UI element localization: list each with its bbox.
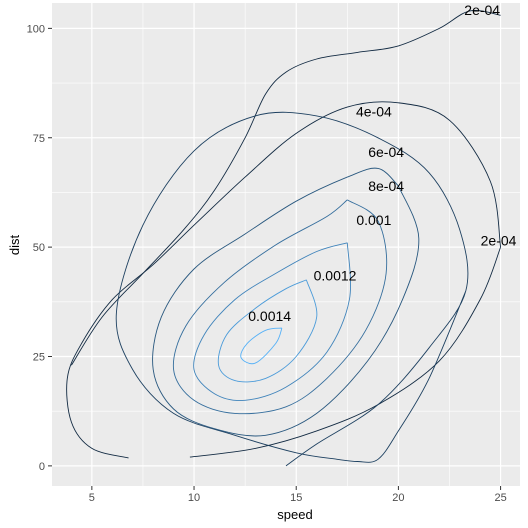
- contour-labels: 2e-04 2e-04 4e-04 6e-04 8e-04 0.001 0.0012 0.00…: [248, 2, 516, 324]
- contour-level-label: 2e-04: [464, 2, 500, 18]
- y-axis-title: dist: [7, 234, 22, 255]
- x-tick-label: 25: [494, 492, 506, 504]
- x-tick-label: 5: [89, 492, 95, 504]
- contour-level-label: 4e-04: [356, 104, 392, 120]
- x-axis-title: speed: [277, 507, 312, 522]
- contour-line: [152, 167, 420, 437]
- contour-level-label: 0.0014: [248, 308, 291, 324]
- contour-level-label: 0.0012: [314, 268, 357, 284]
- contour-line: [193, 242, 352, 401]
- contour-level-label: 2e-04: [481, 233, 517, 249]
- contour-level-label: 8e-04: [368, 178, 404, 194]
- y-tick-label: 100: [27, 23, 45, 35]
- axes: 5 10 15 20 25 0 25 50 75 100: [27, 23, 507, 504]
- x-tick-label: 20: [392, 492, 404, 504]
- contour-line: [71, 9, 501, 366]
- contour-line: [172, 199, 388, 415]
- y-tick-label: 75: [33, 133, 45, 145]
- x-tick-label: 10: [188, 492, 200, 504]
- x-tick-label: 15: [290, 492, 302, 504]
- contour-level-label: 0.001: [356, 212, 391, 228]
- contour-level-label: 6e-04: [368, 144, 404, 160]
- contour-lines: [66, 9, 502, 467]
- plot-panel: [52, 3, 520, 486]
- contour-line: [115, 111, 469, 467]
- contour-line: [240, 327, 283, 365]
- contour-line: [217, 279, 318, 383]
- y-tick-label: 50: [33, 242, 45, 254]
- y-tick-label: 25: [33, 352, 45, 364]
- y-tick-label: 0: [39, 461, 45, 473]
- contour-line: [66, 101, 502, 459]
